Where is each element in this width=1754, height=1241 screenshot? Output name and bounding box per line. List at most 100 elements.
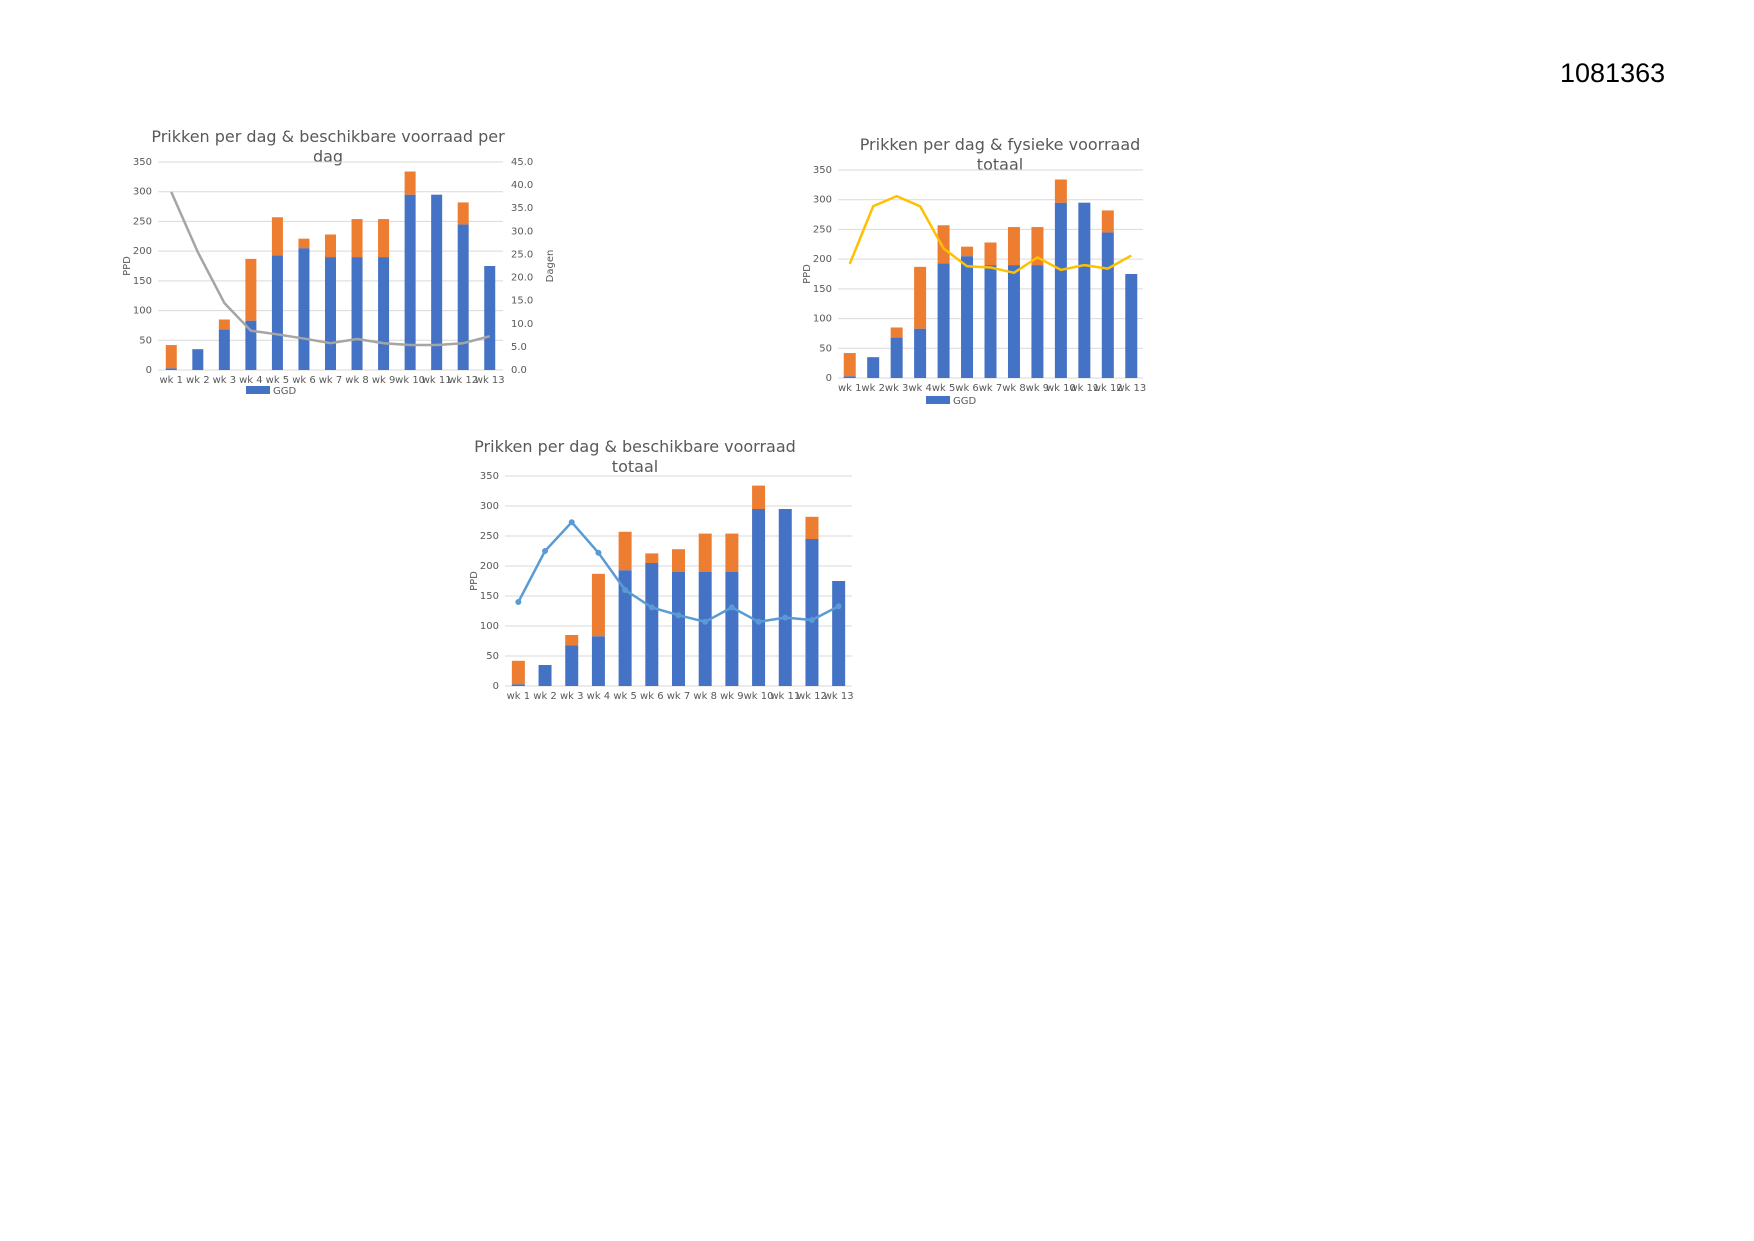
y-tick-label: 200 (480, 561, 499, 572)
line-point (595, 549, 602, 556)
x-tick-label: wk 7 (667, 691, 691, 702)
bar-segment-blue (378, 257, 390, 370)
x-tick-label: wk 10 (1046, 383, 1076, 394)
bar-segment-blue (457, 224, 469, 370)
bar-segment-orange (325, 234, 336, 258)
chart-title-line: Prikken per dag & beschikbare voorraad (474, 437, 796, 456)
bar-segment-orange (890, 327, 903, 338)
chart-title-line: Prikken per dag & fysieke voorraad (860, 135, 1141, 154)
y2-tick-label: 5.0 (511, 342, 527, 353)
chart-title-line: totaal (977, 155, 1023, 174)
y-tick-label: 150 (813, 284, 832, 295)
y-tick-label: 350 (480, 471, 499, 482)
y-axis-title: PPD (122, 256, 133, 276)
y-tick-label: 300 (133, 187, 152, 198)
bar-segment-blue (832, 581, 846, 686)
x-tick-label: wk 13 (824, 691, 854, 702)
y-tick-label: 50 (819, 343, 832, 354)
x-tick-label: wk 4 (239, 375, 263, 386)
line-point (702, 618, 709, 625)
document-id: 1081363 (1560, 58, 1666, 88)
y-tick-label: 100 (133, 306, 152, 317)
y2-tick-label: 35.0 (511, 203, 533, 214)
legend-label: GGD (273, 386, 296, 397)
line-point (728, 604, 735, 611)
legend-swatch (246, 386, 270, 394)
bar-segment-blue (961, 256, 974, 378)
bar-segment-blue (431, 194, 443, 370)
bar-segment-orange (805, 516, 819, 539)
y-tick-label: 50 (139, 335, 152, 346)
bar-segment-blue (325, 257, 336, 370)
y-tick-label: 0 (493, 681, 499, 692)
x-tick-label: wk 11 (1069, 383, 1099, 394)
x-tick-label: wk 3 (560, 691, 584, 702)
x-tick-label: wk 2 (186, 375, 210, 386)
bar-segment-orange (271, 217, 283, 256)
series-line (848, 194, 1132, 275)
chart-beschikbare-voorraad-per-dag: Prikken per dag & beschikbare voorraad p… (122, 127, 556, 397)
bar-segment-blue (805, 539, 819, 686)
x-tick-label: wk 8 (693, 691, 717, 702)
y2-tick-label: 25.0 (511, 249, 533, 260)
bar-segment-blue (1101, 232, 1114, 378)
bar-segment-orange (843, 353, 856, 377)
y-tick-label: 0 (146, 365, 152, 376)
y-tick-label: 250 (133, 216, 152, 227)
bar-segment-orange (404, 171, 416, 195)
x-tick-label: wk 9 (1026, 383, 1050, 394)
bar-segment-blue (752, 509, 766, 686)
bar-segment-blue (778, 509, 792, 686)
y-tick-label: 50 (486, 651, 499, 662)
x-tick-label: wk 5 (613, 691, 637, 702)
x-tick-label: wk 5 (932, 383, 956, 394)
bar-segment-blue (192, 349, 204, 370)
chart-fysieke-voorraad-totaal: Prikken per dag & fysieke voorraadtotaal… (802, 135, 1146, 407)
bar-segment-blue (698, 572, 712, 686)
bar-segment-blue (511, 684, 525, 686)
y2-tick-label: 20.0 (511, 273, 533, 284)
bar-segment-orange (245, 258, 257, 321)
y-tick-label: 250 (813, 224, 832, 235)
x-tick-label: wk 6 (955, 383, 979, 394)
legend-label: GGD (953, 396, 976, 407)
x-tick-label: wk 10 (395, 375, 425, 386)
y-tick-label: 350 (813, 165, 832, 176)
y2-tick-label: 0.0 (511, 365, 527, 376)
bar-segment-orange (984, 242, 997, 266)
bar-segment-orange (378, 219, 390, 258)
x-tick-label: wk 9 (372, 375, 396, 386)
x-tick-label: wk 2 (533, 691, 557, 702)
bar-segment-orange (298, 238, 310, 249)
line-point (568, 519, 575, 526)
chart-title-line: totaal (612, 457, 658, 476)
x-tick-label: wk 12 (797, 691, 827, 702)
bar-segment-orange (1054, 179, 1067, 203)
bar-segment-orange (591, 573, 605, 637)
x-tick-label: wk 4 (908, 383, 932, 394)
y2-tick-label: 45.0 (511, 157, 533, 168)
x-tick-label: wk 1 (160, 375, 184, 386)
bar-segment-blue (1007, 265, 1020, 378)
x-tick-label: wk 4 (587, 691, 611, 702)
y-tick-label: 100 (480, 621, 499, 632)
bar-segment-orange (645, 553, 659, 563)
bar-segment-blue (218, 329, 230, 370)
bar-segment-orange (672, 549, 685, 572)
x-tick-label: wk 12 (1093, 383, 1123, 394)
line-point (782, 614, 789, 621)
bar-segment-blue (165, 368, 177, 370)
bar-segment-blue (538, 665, 552, 686)
y-tick-label: 300 (813, 195, 832, 206)
bar-segment-blue (271, 255, 283, 370)
chart-title-line: dag (313, 147, 343, 166)
bar-segment-blue (404, 194, 416, 370)
line-point (675, 612, 682, 619)
x-tick-label: wk 6 (292, 375, 316, 386)
y2-axis-title: Dagen (545, 250, 556, 283)
y2-tick-label: 15.0 (511, 296, 533, 307)
y-tick-label: 300 (480, 501, 499, 512)
bar-segment-orange (725, 533, 739, 572)
line-point (648, 604, 655, 611)
bar-segment-blue (245, 320, 257, 370)
